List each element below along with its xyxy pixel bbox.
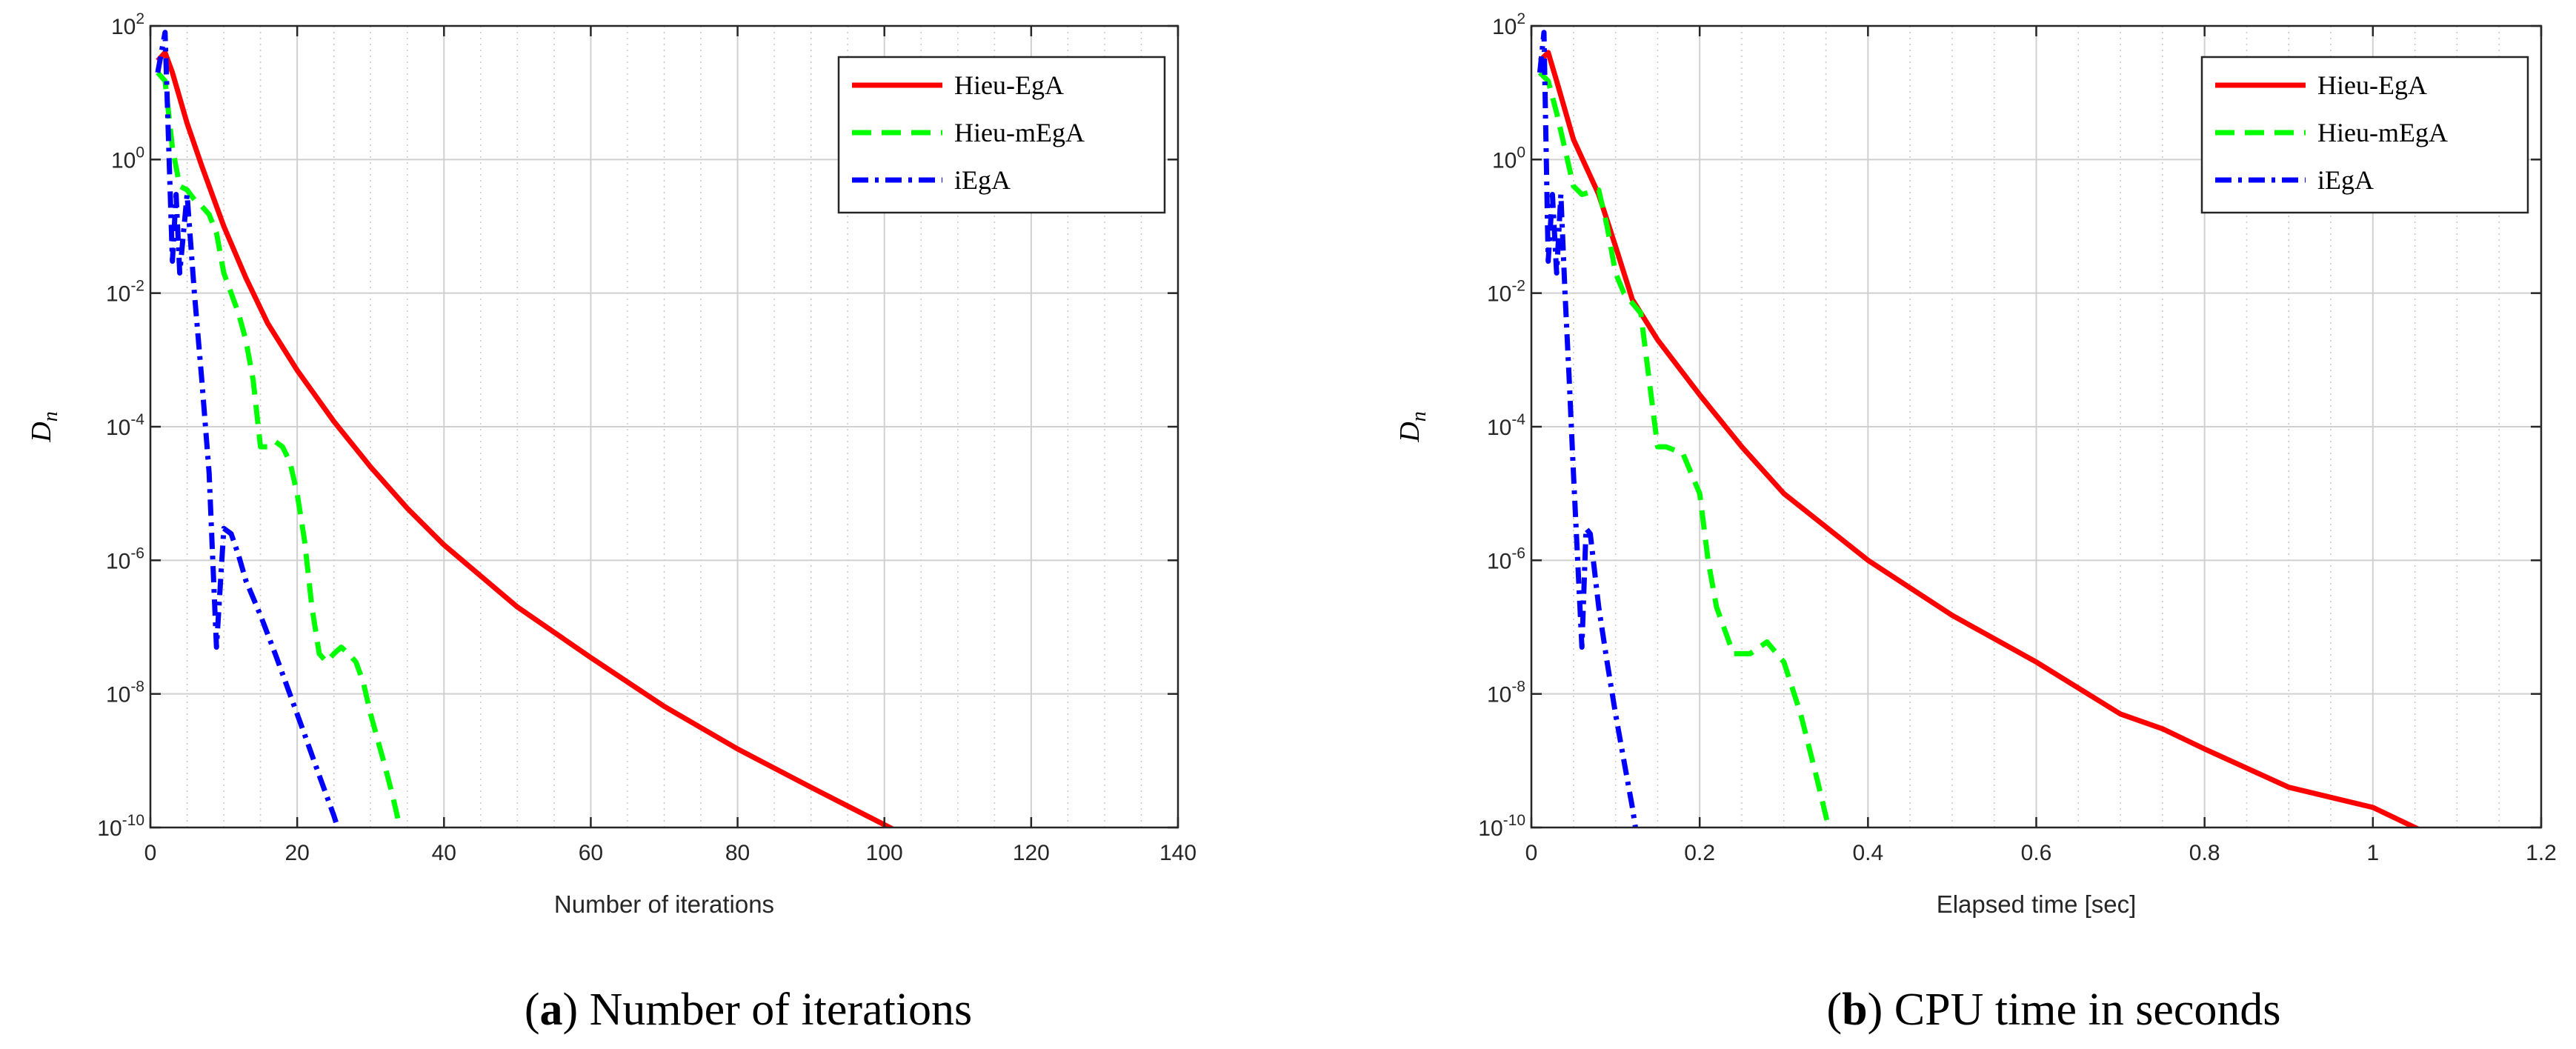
x-tick-label: 80 <box>725 841 750 865</box>
x-tick-label: 1 <box>2366 841 2379 865</box>
x-tick-label: 1.2 <box>2526 841 2557 865</box>
legend-label-iega: iEgA <box>954 165 1011 195</box>
y-tick-label: 100 <box>1492 144 1525 173</box>
series-line-iega <box>1537 30 1639 827</box>
x-tick-label: 140 <box>1159 841 1197 865</box>
y-tick-label: 10-2 <box>1487 278 1525 307</box>
y-axis-label: Dn <box>26 411 62 442</box>
x-axis-label: Number of iterations <box>554 890 774 918</box>
legend-a: Hieu-EgA Hieu-mEgA iEgA <box>837 56 1166 214</box>
x-tick-label: 0 <box>1525 841 1538 865</box>
x-tick-label: 0.4 <box>1852 841 1883 865</box>
x-tick-label: 0.2 <box>1684 841 1715 865</box>
x-tick-label: 0.8 <box>2189 841 2220 865</box>
x-tick-label: 20 <box>284 841 309 865</box>
x-tick-label: 0.6 <box>2021 841 2052 865</box>
y-tick-label: 10-6 <box>1487 545 1525 573</box>
series-line-hieu-ega <box>1537 50 2421 827</box>
y-tick-label: 10-8 <box>1487 679 1525 707</box>
series-line-hieu-mega <box>1537 70 1831 827</box>
series-line-hieu-ega <box>156 50 896 827</box>
y-tick-label: 10-4 <box>106 411 144 440</box>
series-line-hieu-mega <box>156 70 403 827</box>
y-tick-label: 102 <box>1492 10 1525 39</box>
y-tick-label: 10-10 <box>1478 812 1525 841</box>
caption-a: (a) Number of iterations <box>525 985 972 1035</box>
y-tick-label: 102 <box>111 10 144 39</box>
legend-label-hieu-ega: Hieu-EgA <box>2317 70 2427 100</box>
chart-a: 0 20 40 60 80 100 120 140 102 100 10-2 10-4 10-6 10-8… <box>26 10 1197 918</box>
x-tick-label: 40 <box>432 841 456 865</box>
x-tick-label: 60 <box>579 841 603 865</box>
x-axis-label: Elapsed time [sec] <box>1937 890 2137 918</box>
y-tick-label: 10-8 <box>106 679 144 707</box>
y-tick-label: 10-10 <box>97 812 144 841</box>
x-tick-label: 0 <box>144 841 157 865</box>
legend-label-hieu-mega: Hieu-mEgA <box>2317 118 2448 147</box>
y-tick-label: 10-6 <box>106 545 144 573</box>
x-tick-label: 100 <box>866 841 903 865</box>
y-tick-label: 100 <box>111 144 144 173</box>
chart-b: 0 0.2 0.4 0.6 0.8 1 1.2 102 100 10-2 10-4 10-6 10-8 1… <box>1394 10 2557 918</box>
legend-label-hieu-mega: Hieu-mEgA <box>954 118 1085 147</box>
grid-a <box>150 26 1178 827</box>
y-axis-label: Dn <box>1394 411 1431 442</box>
y-tick-label: 10-4 <box>1487 411 1525 440</box>
x-tick-label: 120 <box>1013 841 1050 865</box>
legend-label-iega: iEgA <box>2317 165 2374 195</box>
series-line-iega <box>155 30 341 827</box>
legend-b: Hieu-EgA Hieu-mEgA iEgA <box>2200 56 2529 214</box>
y-tick-label: 10-2 <box>106 278 144 307</box>
legend-label-hieu-ega: Hieu-EgA <box>954 70 1064 100</box>
caption-b: (b) CPU time in seconds <box>1826 985 2280 1035</box>
